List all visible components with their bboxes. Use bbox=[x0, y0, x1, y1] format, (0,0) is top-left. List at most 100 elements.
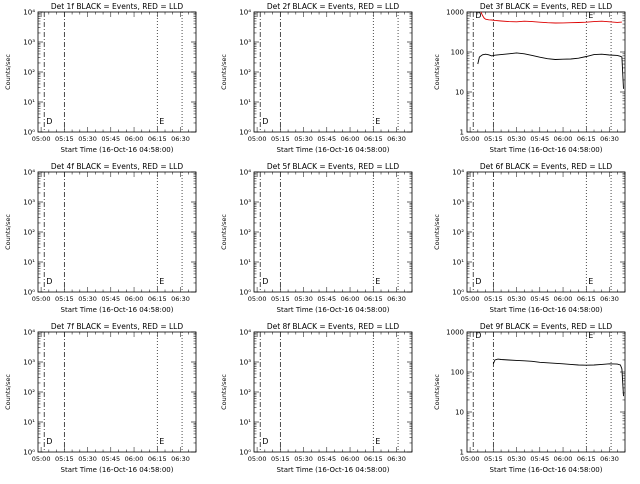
panel-9-y-tick-label: 1000 bbox=[446, 329, 464, 337]
panel-7-y-tick-label: 10³ bbox=[23, 359, 35, 367]
panel-2-x-tick-label: 05:45 bbox=[317, 135, 336, 143]
panel-6-y-axis-label: Counts/sec bbox=[433, 214, 441, 250]
panel-8-x-tick-label: 06:15 bbox=[364, 455, 383, 463]
panel-5-x-tick-label: 05:45 bbox=[317, 295, 336, 303]
panel-3-y-tick-label: 1000 bbox=[446, 9, 464, 17]
panel-8-y-axis-label: Counts/sec bbox=[220, 374, 228, 410]
panel-3-x-tick-label: 06:15 bbox=[577, 135, 596, 143]
panel-7-axes-frame bbox=[37, 331, 197, 453]
panel-9-axes-frame bbox=[466, 331, 626, 453]
panel-3-y-tick-label: 100 bbox=[451, 49, 464, 57]
panel-9-x-tick-label: 05:45 bbox=[530, 455, 549, 463]
panel-1-x-tick-label: 05:45 bbox=[101, 135, 120, 143]
panel-6-x-tick-label: 06:30 bbox=[600, 295, 619, 303]
panel-9-y-tick-label: 1 bbox=[460, 449, 464, 457]
panel-2-x-tick-label: 05:30 bbox=[294, 135, 313, 143]
panel-4-x-tick-label: 05:15 bbox=[55, 295, 74, 303]
panel-2-x-tick-label: 06:00 bbox=[341, 135, 360, 143]
panel-5-x-tick-label: 06:15 bbox=[364, 295, 383, 303]
panel-6-x-axis-label: Start Time (16-Oct-16 04:58:00) bbox=[490, 306, 603, 314]
panel-1-y-tick-label: 10⁰ bbox=[23, 129, 35, 137]
panel-2-y-tick-label: 10⁴ bbox=[239, 9, 251, 17]
panel-9-title: Det 9f BLACK = Events, RED = LLD bbox=[480, 322, 613, 331]
panel-7-y-tick-label: 10⁰ bbox=[23, 449, 35, 457]
panel-4-x-tick-label: 06:15 bbox=[148, 295, 167, 303]
panel-2-x-axis-label: Start Time (16-Oct-16 04:58:00) bbox=[277, 146, 390, 154]
panel-9-x-tick-label: 06:00 bbox=[554, 455, 573, 463]
panel-3-x-tick-label: 05:45 bbox=[530, 135, 549, 143]
panel-4-x-tick-label: 05:45 bbox=[101, 295, 120, 303]
panel-4-title: Det 4f BLACK = Events, RED = LLD bbox=[51, 162, 184, 171]
panel-3-axes-frame bbox=[466, 11, 626, 133]
panel-8-x-tick-label: 05:15 bbox=[271, 455, 290, 463]
panel-1-y-tick-label: 10² bbox=[23, 69, 35, 77]
panel-4-y-tick-label: 10⁴ bbox=[23, 169, 35, 177]
panel-3-title: Det 3f BLACK = Events, RED = LLD bbox=[480, 2, 613, 11]
panel-5-y-tick-label: 10⁴ bbox=[239, 169, 251, 177]
panel-7-x-tick-label: 06:30 bbox=[171, 455, 190, 463]
panel-6-x-tick-label: 05:15 bbox=[484, 295, 503, 303]
panel-5-y-tick-label: 10² bbox=[239, 229, 251, 237]
panel-8-y-tick-label: 10² bbox=[239, 389, 251, 397]
panel-9-y-tick-label: 10 bbox=[455, 409, 464, 417]
panel-5-x-tick-label: 05:00 bbox=[248, 295, 267, 303]
panel-4-x-tick-label: 05:00 bbox=[32, 295, 51, 303]
panel-3-x-tick-label: 05:30 bbox=[507, 135, 526, 143]
panel-5-x-tick-label: 06:30 bbox=[387, 295, 406, 303]
panel-8-x-tick-label: 06:30 bbox=[387, 455, 406, 463]
panel-2-marker-label: E bbox=[375, 117, 380, 126]
panel-8-y-tick-label: 10⁰ bbox=[239, 449, 251, 457]
panel-7-y-tick-label: 10¹ bbox=[23, 419, 35, 427]
panel-2-x-tick-label: 06:15 bbox=[364, 135, 383, 143]
panel-1-marker-label: D bbox=[46, 117, 52, 126]
panel-1-marker-label: E bbox=[159, 117, 164, 126]
panel-5-marker-label: D bbox=[262, 277, 268, 286]
panel-1-x-tick-label: 06:30 bbox=[171, 135, 190, 143]
panel-8-y-tick-label: 10¹ bbox=[239, 419, 251, 427]
panel-9-x-tick-label: 05:00 bbox=[461, 455, 480, 463]
panel-5-marker-label: E bbox=[375, 277, 380, 286]
panel-5-y-tick-label: 10⁰ bbox=[239, 289, 251, 297]
panel-3-y-axis-label: Counts/sec bbox=[433, 54, 441, 90]
panel-1-y-tick-label: 10³ bbox=[23, 39, 35, 47]
panel-6-y-tick-label: 10⁰ bbox=[452, 289, 464, 297]
panel-7-y-axis-label: Counts/sec bbox=[4, 374, 12, 410]
panel-3-marker-label: E bbox=[588, 11, 593, 20]
panel-2-axes-frame bbox=[253, 11, 413, 133]
panel-2-y-tick-label: 10¹ bbox=[239, 99, 251, 107]
panel-7-y-tick-label: 10⁴ bbox=[23, 329, 35, 337]
panel-1-x-tick-label: 06:00 bbox=[125, 135, 144, 143]
panel-1-title: Det 1f BLACK = Events, RED = LLD bbox=[51, 2, 184, 11]
panel-8-x-axis-label: Start Time (16-Oct-16 04:58:00) bbox=[277, 466, 390, 474]
panel-7-y-tick-label: 10² bbox=[23, 389, 35, 397]
panel-4-x-tick-label: 06:30 bbox=[171, 295, 190, 303]
panel-9-x-tick-label: 05:15 bbox=[484, 455, 503, 463]
panel-6-marker-label: D bbox=[475, 277, 481, 286]
panel-4-x-tick-label: 05:30 bbox=[78, 295, 97, 303]
panel-3-x-tick-label: 06:00 bbox=[554, 135, 573, 143]
panel-3-x-tick-label: 05:15 bbox=[484, 135, 503, 143]
panel-2-x-tick-label: 05:15 bbox=[271, 135, 290, 143]
panel-6-axes-frame bbox=[466, 171, 626, 293]
panel-4-marker-label: D bbox=[46, 277, 52, 286]
panel-5-title: Det 5f BLACK = Events, RED = LLD bbox=[267, 162, 400, 171]
panel-9-y-axis-label: Counts/sec bbox=[433, 374, 441, 410]
panel-4-y-axis-label: Counts/sec bbox=[4, 214, 12, 250]
panel-4-marker-label: E bbox=[159, 277, 164, 286]
panel-3-x-tick-label: 05:00 bbox=[461, 135, 480, 143]
panel-2-y-tick-label: 10⁰ bbox=[239, 129, 251, 137]
panel-6-x-tick-label: 06:15 bbox=[577, 295, 596, 303]
panel-2-title: Det 2f BLACK = Events, RED = LLD bbox=[267, 2, 400, 11]
panel-9-x-axis-label: Start Time (16-Oct-16 04:58:00) bbox=[490, 466, 603, 474]
panel-8-y-tick-label: 10⁴ bbox=[239, 329, 251, 337]
panel-6-y-tick-label: 10⁴ bbox=[452, 169, 464, 177]
panel-7-title: Det 7f BLACK = Events, RED = LLD bbox=[51, 322, 184, 331]
panel-7-marker-label: D bbox=[46, 437, 52, 446]
panel-4-y-tick-label: 10¹ bbox=[23, 259, 35, 267]
panel-3-y-tick-label: 1 bbox=[460, 129, 464, 137]
panel-6-x-tick-label: 05:45 bbox=[530, 295, 549, 303]
panel-4-y-tick-label: 10³ bbox=[23, 199, 35, 207]
panel-9-marker-label: E bbox=[588, 331, 593, 340]
panel-7-x-tick-label: 05:30 bbox=[78, 455, 97, 463]
